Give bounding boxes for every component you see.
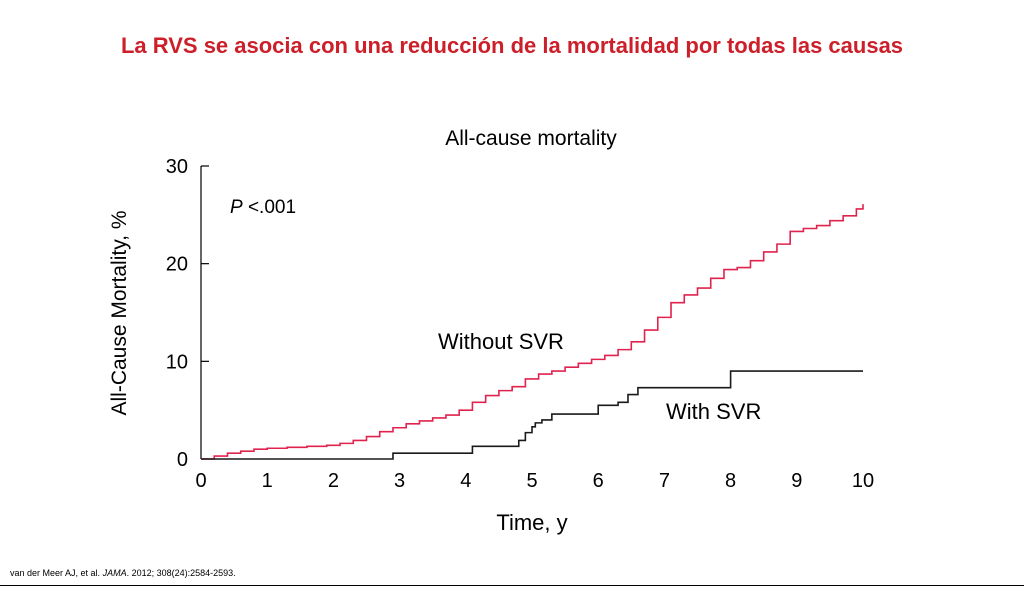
x-axis-label: Time, y: [496, 510, 567, 535]
citation: van der Meer AJ, et al. JAMA. 2012; 308(…: [10, 568, 236, 578]
x-tick-label-7: 7: [659, 470, 670, 492]
series-layer: [201, 204, 864, 460]
y-tick-label-30: 30: [166, 156, 188, 178]
x-tick-label-6: 6: [593, 470, 604, 492]
x-tick-label-2: 2: [328, 470, 339, 492]
x-tick-label-5: 5: [526, 470, 537, 492]
x-tick-label-4: 4: [460, 470, 471, 492]
citation-journal: JAMA: [102, 568, 127, 578]
axes: 0 10 20 30 0 1 2 3 4 5 6 7 8 9 10: [166, 156, 874, 492]
series-line-without-svr: [201, 204, 864, 460]
citation-details: . 2012; 308(24):2584-2593.: [126, 568, 236, 578]
chart-title: All-cause mortality: [445, 127, 617, 150]
bottom-rule: [0, 585, 1024, 586]
label-without-svr: Without SVR: [438, 329, 564, 354]
citation-authors: van der Meer AJ, et al.: [10, 568, 101, 578]
p-value-annotation: P <.001: [230, 197, 296, 218]
y-axis-label: All-Cause Mortality, %: [108, 211, 131, 416]
y-tick-label-0: 0: [177, 449, 188, 471]
series-line-with-svr: [201, 370, 863, 460]
y-tick-label-20: 20: [166, 254, 188, 276]
x-tick-label-3: 3: [394, 470, 405, 492]
x-tick-label-9: 9: [791, 470, 802, 492]
p-value-italic: P: [230, 197, 243, 218]
x-tick-label-8: 8: [725, 470, 736, 492]
x-tick-label-10: 10: [852, 470, 874, 492]
label-with-svr: With SVR: [666, 399, 761, 424]
x-tick-label-1: 1: [262, 470, 273, 492]
p-value-text: <.001: [243, 197, 296, 218]
y-tick-label-10: 10: [166, 351, 188, 373]
x-tick-label-0: 0: [195, 470, 206, 492]
slide-title: La RVS se asocia con una reducción de la…: [120, 33, 904, 58]
